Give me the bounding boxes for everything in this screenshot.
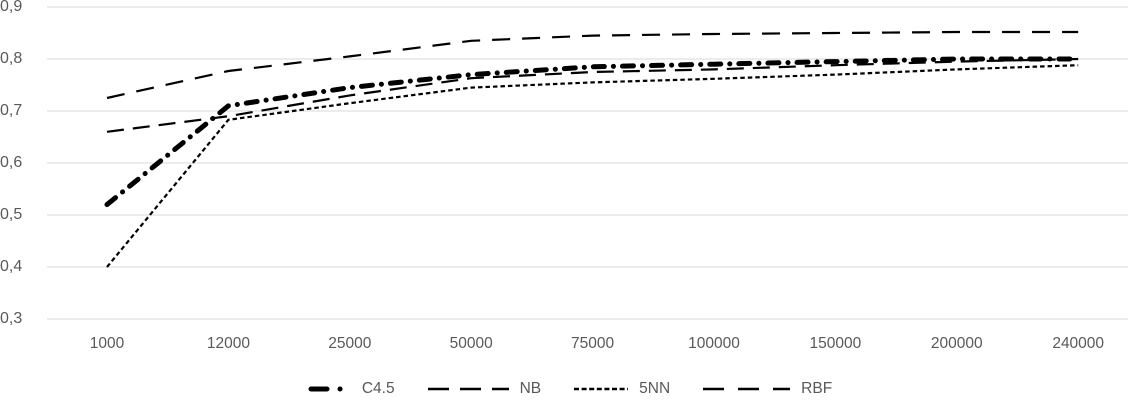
series-line-nb: [106, 57, 1079, 133]
x-axis-label: 12000: [206, 335, 250, 352]
y-axis-label: 0,6: [0, 154, 23, 171]
legend-label: NB: [519, 380, 542, 397]
y-axis-label: 0,8: [0, 50, 23, 67]
series-line-c45: [104, 56, 1081, 208]
legend-label: 5NN: [639, 380, 671, 397]
legend-label: C4.5: [361, 380, 395, 397]
y-axis-label: 0,9: [0, 0, 23, 15]
legend-item-5nn: 5NN: [571, 380, 670, 398]
x-axis-label: 200000: [930, 335, 983, 352]
x-axis-label: 25000: [328, 335, 372, 352]
legend: C4.5 NB 5NN RBF: [0, 380, 1140, 398]
y-axis-label: 0,3: [0, 310, 23, 327]
legend-line-sample-rbf-icon: [703, 387, 791, 391]
legend-line-sample-nb-icon: [427, 387, 509, 391]
y-axis-label: 0,4: [0, 258, 23, 275]
legend-item-rbf: RBF: [700, 380, 832, 398]
y-axis-label: 0,5: [0, 206, 23, 223]
x-axis-label: 240000: [1052, 335, 1105, 352]
legend-item-nb: NB: [425, 380, 542, 398]
series-line-rbf: [106, 30, 1079, 100]
legend-item-c45: C4.5: [308, 380, 395, 398]
x-axis-label: 150000: [809, 335, 862, 352]
x-axis-label: 50000: [449, 335, 493, 352]
x-axis-label: 1000: [89, 335, 125, 352]
x-axis-label: 100000: [688, 335, 740, 352]
x-axis-label: 75000: [571, 335, 615, 352]
series-line-5nn: [106, 64, 1079, 268]
y-axis-label: 0,7: [0, 102, 23, 119]
legend-label: RBF: [801, 380, 833, 397]
legend-line-sample-c45-icon: [308, 386, 352, 392]
legend-line-sample-5nn-icon: [574, 387, 629, 391]
